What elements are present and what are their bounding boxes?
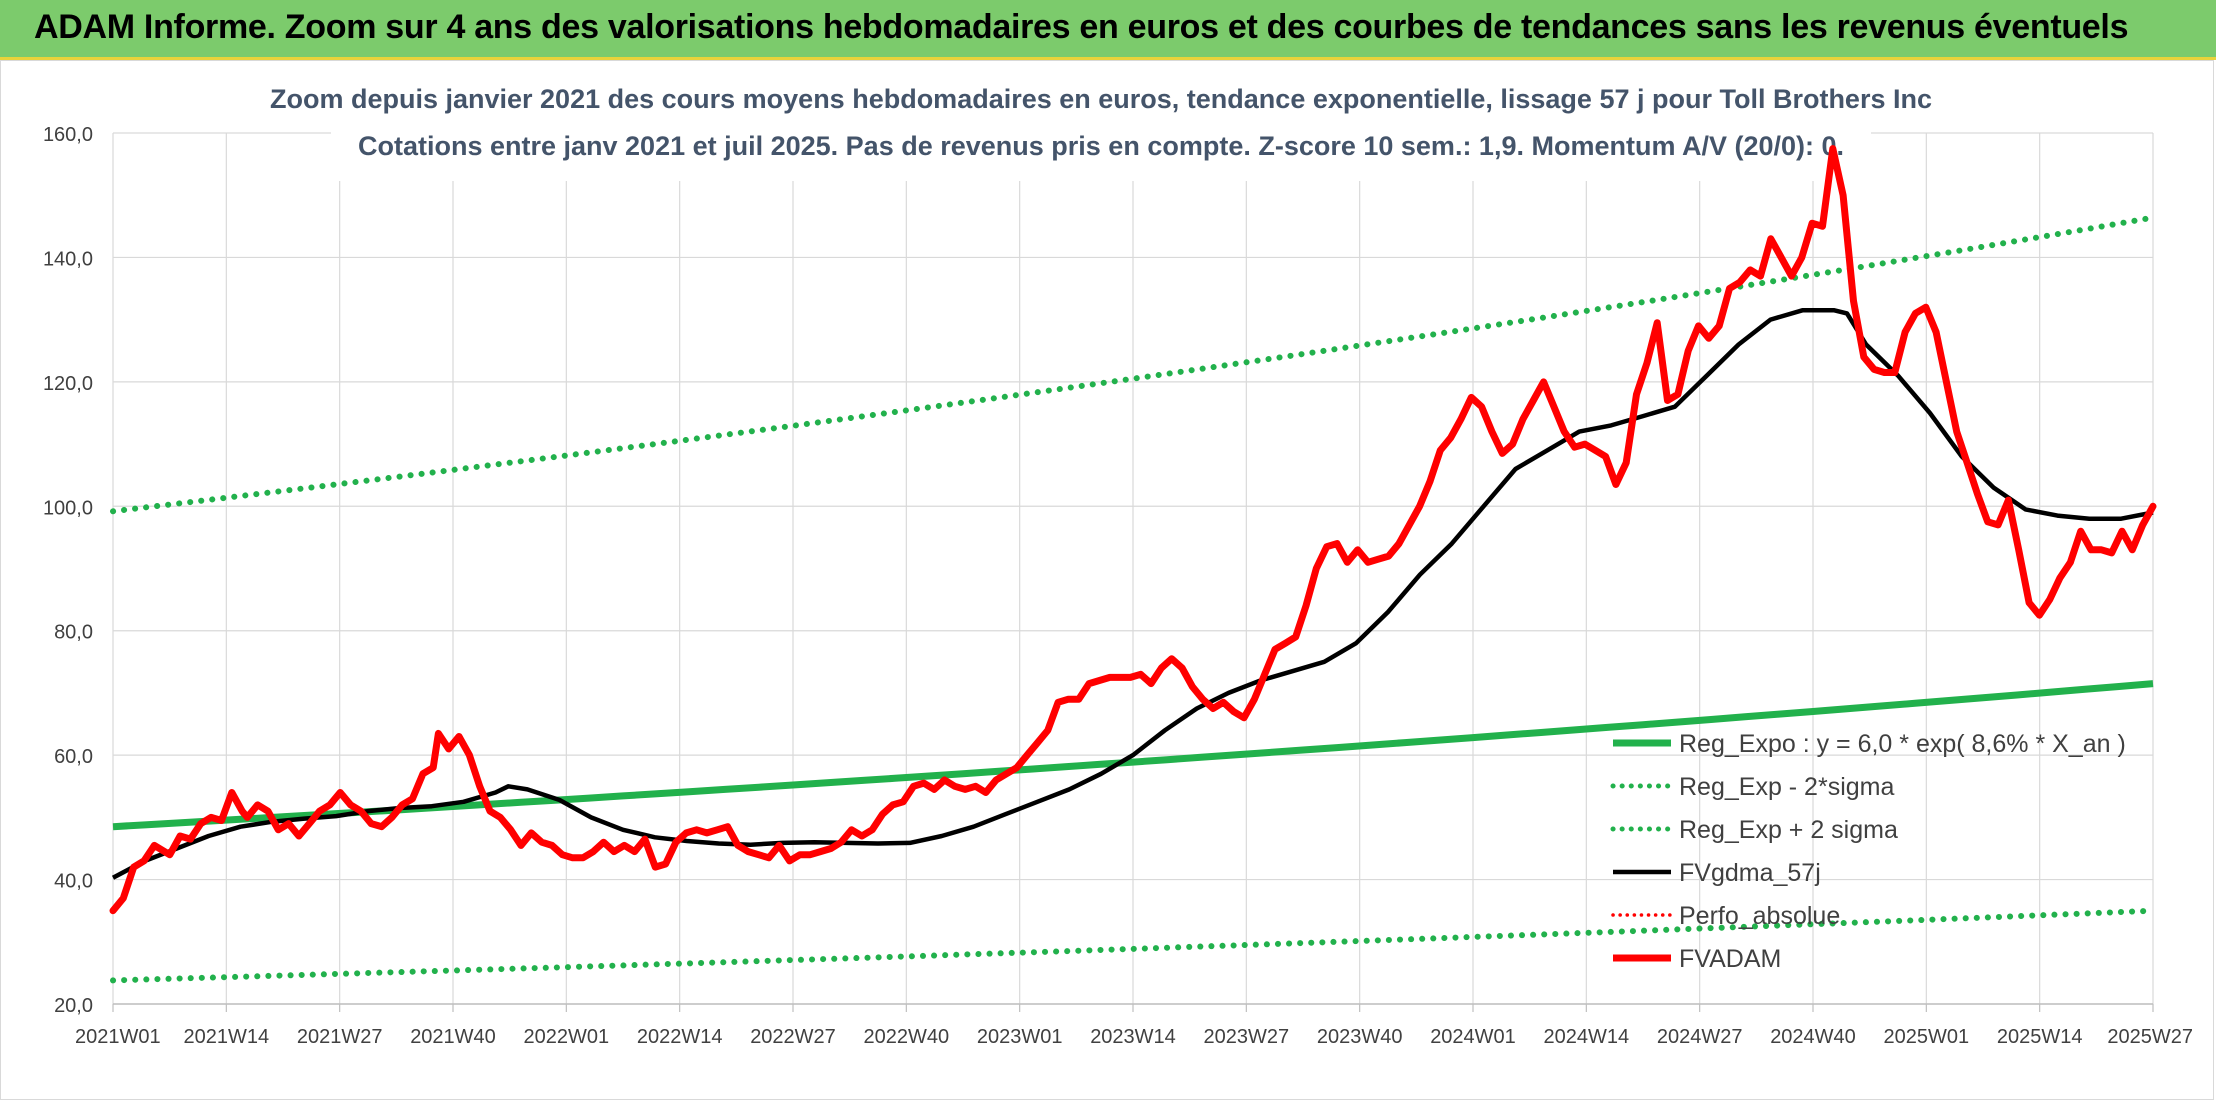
series-fvadam: [109, 145, 2157, 915]
x-tick-label: 2024W14: [1544, 1026, 1630, 1048]
legend-label: FVgdma_57j: [1679, 859, 1821, 887]
title-backdrop: [331, 63, 1871, 181]
valuation-chart: 20,0 40,0 60,0 80,0 100,0 120,0 140,0 160,0 2021…: [43, 63, 2193, 1048]
y-tick-label: 140,0: [43, 248, 93, 270]
y-tick-label: 60,0: [54, 746, 93, 768]
legend: Reg_Expo : y = 6,0 * exp( 8,6% * X_an ) R…: [1610, 730, 2126, 973]
x-tick-label: 2021W40: [410, 1026, 496, 1048]
x-tick-label: 2021W27: [297, 1026, 383, 1048]
y-tick-label: 40,0: [54, 871, 93, 893]
report-title: ADAM Informe. Zoom sur 4 ans des valoris…: [34, 8, 2129, 46]
series-lines: [109, 145, 2157, 984]
y-tick-label: 100,0: [43, 497, 93, 519]
x-tick-label: 2023W14: [1090, 1026, 1176, 1048]
y-tick-label: 80,0: [54, 622, 93, 644]
x-tick-label: 2024W27: [1657, 1026, 1743, 1048]
x-tick-label: 2023W01: [977, 1026, 1063, 1048]
legend-label: Reg_Exp + 2 sigma: [1679, 816, 1898, 844]
series-fvgdma-57j: [111, 308, 2154, 880]
x-tick-label: 2025W27: [2107, 1026, 2193, 1048]
x-tick-label: 2023W27: [1204, 1026, 1290, 1048]
x-tick-label: 2021W14: [184, 1026, 270, 1048]
legend-label: Reg_Expo : y = 6,0 * exp( 8,6% * X_an ): [1679, 730, 2126, 758]
x-tick-label: 2025W01: [1884, 1026, 1970, 1048]
series-reg-exp-plus-2-sigma: [110, 214, 2156, 515]
series-reg-expo: [112, 680, 2154, 831]
x-tick-label: 2022W40: [864, 1026, 950, 1048]
x-tick-label: 2022W27: [750, 1026, 836, 1048]
x-tick-label: 2024W01: [1430, 1026, 1516, 1048]
legend-label: Perfo_absolue: [1679, 902, 1840, 930]
x-tick-label: 2021W01: [75, 1026, 161, 1048]
x-tick-label: 2022W01: [524, 1026, 610, 1048]
series-reg-exp-minus-2-sigma: [110, 907, 2156, 984]
y-tick-label: 160,0: [43, 124, 93, 146]
chart-title: Zoom depuis janvier 2021 des cours moyen…: [270, 84, 1932, 114]
chart-frame: 20,0 40,0 60,0 80,0 100,0 120,0 140,0 160,0 2021…: [0, 60, 2214, 1100]
grid-lines: [112, 132, 2154, 1012]
legend-label: Reg_Exp - 2*sigma: [1679, 773, 1894, 801]
y-tick-label: 20,0: [54, 995, 93, 1017]
x-tick-label: 2023W40: [1317, 1026, 1403, 1048]
legend-label: FVADAM: [1679, 945, 1781, 973]
header-bar: ADAM Informe. Zoom sur 4 ans des valoris…: [0, 0, 2216, 60]
x-tick-label: 2025W14: [1997, 1026, 2083, 1048]
axis-labels: 20,0 40,0 60,0 80,0 100,0 120,0 140,0 160,0 2021…: [43, 124, 2193, 1048]
chart-subtitle: Cotations entre janv 2021 et juil 2025. …: [358, 131, 1844, 161]
x-tick-label: 2024W40: [1770, 1026, 1856, 1048]
x-tick-label: 2022W14: [637, 1026, 723, 1048]
y-tick-label: 120,0: [43, 373, 93, 395]
